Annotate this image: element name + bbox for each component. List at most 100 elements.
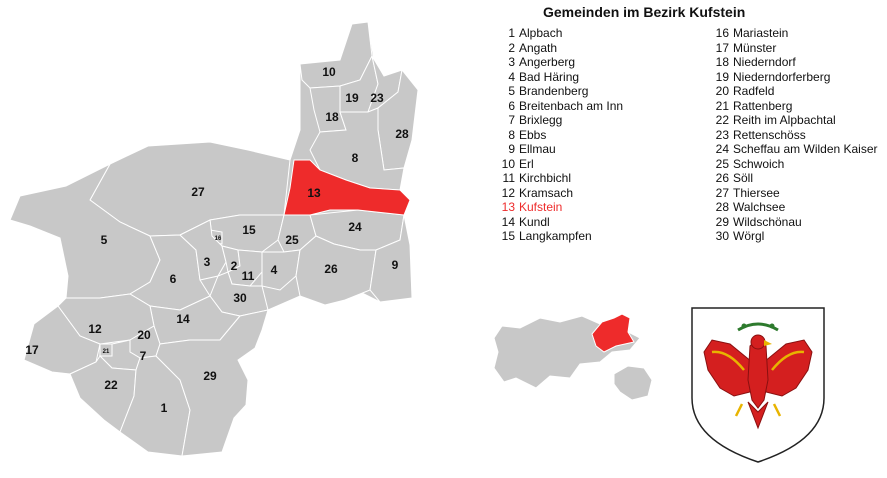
legend-municipality-name: Radfeld	[733, 84, 775, 98]
region-13-kufstein	[283, 159, 411, 216]
legend-number: 15	[501, 229, 515, 243]
legend-number: 5	[508, 84, 515, 98]
map-label: 17	[25, 343, 39, 357]
map-label: 24	[348, 220, 362, 234]
region-29	[155, 309, 269, 457]
legend-number: 7	[508, 113, 515, 127]
legend-number: 13	[501, 200, 515, 214]
legend-municipality-name: Brandenberg	[519, 84, 589, 98]
legend-title: Gemeinden im Bezirk Kufstein	[543, 4, 746, 20]
legend-item: 18 Niederndorf	[710, 55, 878, 70]
legend-municipality-name: Wörgl	[733, 229, 765, 243]
legend-number: 19	[715, 69, 729, 84]
legend-column-2: 16 Mariastein 17 Münster 18 Niederndorf 19 Nied…	[710, 26, 878, 244]
wreath-icon	[737, 322, 779, 332]
legend-item: 17 Münster	[710, 41, 878, 56]
legend-item: 11 Kirchbichl	[496, 171, 623, 186]
legend-number: 22	[715, 113, 729, 127]
legend-item: 10 Erl	[496, 157, 623, 172]
legend-number: 10	[501, 156, 515, 171]
map-label: 13	[307, 186, 321, 200]
map-label: 8	[352, 151, 359, 165]
legend-municipality-name: Angath	[519, 40, 558, 55]
legend-item: 22 Reith im Alpbachtal	[710, 113, 878, 128]
legend-item: 25 Schwoich	[710, 157, 878, 172]
legend-item: 4 Bad Häring	[496, 70, 623, 85]
legend-item: 20 Radfeld	[710, 84, 878, 99]
legend-item: 5 Brandenberg	[496, 84, 623, 99]
map-label: 9	[392, 258, 399, 272]
map-label: 22	[104, 378, 118, 392]
legend-item: 13 Kufstein	[496, 200, 623, 215]
legend-item: 14 Kundl	[496, 215, 623, 230]
map-label: 6	[170, 272, 177, 286]
legend-item: 6 Breitenbach am Inn	[496, 99, 623, 114]
map-label: 23	[370, 91, 384, 105]
legend-municipality-name: Scheffau am Wilden Kaiser	[733, 142, 878, 156]
map-label: 28	[395, 127, 409, 141]
legend-municipality-name: Alpbach	[519, 26, 563, 40]
legend-number: 25	[715, 156, 729, 171]
legend-number: 8	[508, 127, 515, 142]
map-label: 19	[345, 91, 359, 105]
legend-number: 14	[501, 214, 515, 229]
legend-item: 7 Brixlegg	[496, 113, 623, 128]
map-label: 3	[204, 255, 211, 269]
legend-municipality-name: Niederndorf	[733, 55, 796, 69]
map-label: 10	[322, 65, 336, 79]
legend-item: 28 Walchsee	[710, 200, 878, 215]
legend-number: 23	[715, 127, 729, 142]
wreath-leaf-icon	[741, 323, 747, 329]
legend-item: 27 Thiersee	[710, 186, 878, 201]
region-9	[369, 214, 413, 303]
legend-municipality-name: Wildschönau	[733, 214, 802, 229]
map-label: 25	[285, 233, 299, 247]
map-label: 11	[242, 269, 255, 283]
legend-number: 1	[508, 26, 515, 40]
legend-municipality-name: Erl	[519, 156, 534, 171]
map-label: 29	[203, 369, 217, 383]
map-label: 1	[161, 401, 168, 415]
legend-item: 3 Angerberg	[496, 55, 623, 70]
legend-number: 11	[502, 171, 515, 185]
legend-number: 18	[715, 55, 729, 69]
legend-number: 17	[715, 40, 729, 55]
legend-municipality-name: Münster	[733, 40, 777, 55]
legend-municipality-name: Langkampfen	[519, 229, 592, 243]
legend-municipality-name: Kundl	[519, 214, 550, 229]
locator-kufstein-district	[591, 313, 635, 353]
legend-municipality-name: Rattenberg	[733, 98, 793, 113]
map-label: 30	[233, 291, 247, 305]
legend-item: 29 Wildschönau	[710, 215, 878, 230]
legend-municipality-name: Rettenschöss	[733, 127, 806, 142]
legend-municipality-name: Bad Häring	[519, 69, 580, 84]
legend-column-1: 1 Alpbach 2 Angath 3 Angerberg 4 Bad Häring 5 Bra…	[496, 26, 623, 244]
legend-number: 30	[715, 229, 729, 243]
legend-number: 6	[508, 98, 515, 113]
legend-number: 3	[508, 55, 515, 69]
legend-item: 26 Söll	[710, 171, 878, 186]
legend-item: 30 Wörgl	[710, 229, 878, 244]
legend-municipality-name: Kufstein	[519, 200, 563, 214]
map-label: 7	[140, 349, 147, 363]
legend-item: 2 Angath	[496, 41, 623, 56]
legend-item: 8 Ebbs	[496, 128, 623, 143]
map-label: 27	[191, 185, 205, 199]
legend-municipality-name: Kramsach	[519, 185, 574, 200]
map-label: 26	[324, 262, 338, 276]
legend-number: 28	[715, 200, 729, 214]
legend-item: 1 Alpbach	[496, 26, 623, 41]
legend-item: 24 Scheffau am Wilden Kaiser	[710, 142, 878, 157]
legend-number: 4	[508, 69, 515, 84]
map-label: 5	[101, 233, 108, 247]
legend-item: 15 Langkampfen	[496, 229, 623, 244]
legend-item: 12 Kramsach	[496, 186, 623, 201]
legend-item: 9 Ellmau	[496, 142, 623, 157]
legend-municipality-name: Schwoich	[733, 156, 785, 171]
legend-number: 29	[715, 214, 729, 229]
eagle-icon	[703, 334, 813, 430]
legend-municipality-name: Niederndorferberg	[733, 69, 831, 84]
legend-municipality-name: Ebbs	[519, 127, 547, 142]
locator-map	[493, 313, 653, 401]
